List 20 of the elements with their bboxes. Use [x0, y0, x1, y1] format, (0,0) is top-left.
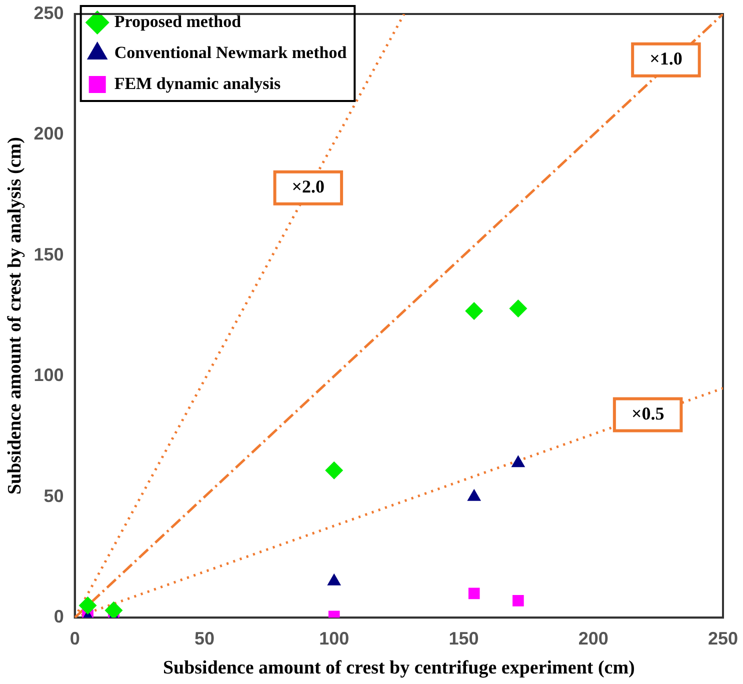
y-tick-label: 100: [34, 365, 64, 386]
x-tick-label: 0: [70, 628, 80, 648]
legend-label: FEM dynamic analysis: [114, 74, 281, 93]
y-tick-label: 250: [34, 2, 64, 23]
x-tick-label: 250: [708, 628, 738, 648]
annotation: ×2.0: [292, 176, 325, 196]
legend-label: Conventional Newmark method: [114, 42, 348, 62]
y-tick-label: 50: [44, 486, 64, 506]
y-tick-label: 0: [54, 606, 64, 627]
y-tick-label: 150: [34, 244, 64, 264]
x-axis-title: Subsidence amount of crest by centrifuge experiment (cm): [162, 658, 635, 679]
x-tick-label: 200: [578, 628, 608, 648]
y-axis-title: Subsidence amount of crest by analysis (cm): [4, 137, 26, 495]
annotation: ×0.5: [631, 403, 664, 424]
x-tick-label: 50: [194, 628, 214, 648]
x-tick-label: 150: [448, 628, 479, 648]
x-tick-label: 100: [319, 628, 350, 648]
annotation: ×1.0: [650, 48, 682, 69]
legend-label: Proposed method: [114, 12, 242, 31]
y-tick-label: 200: [34, 124, 64, 144]
